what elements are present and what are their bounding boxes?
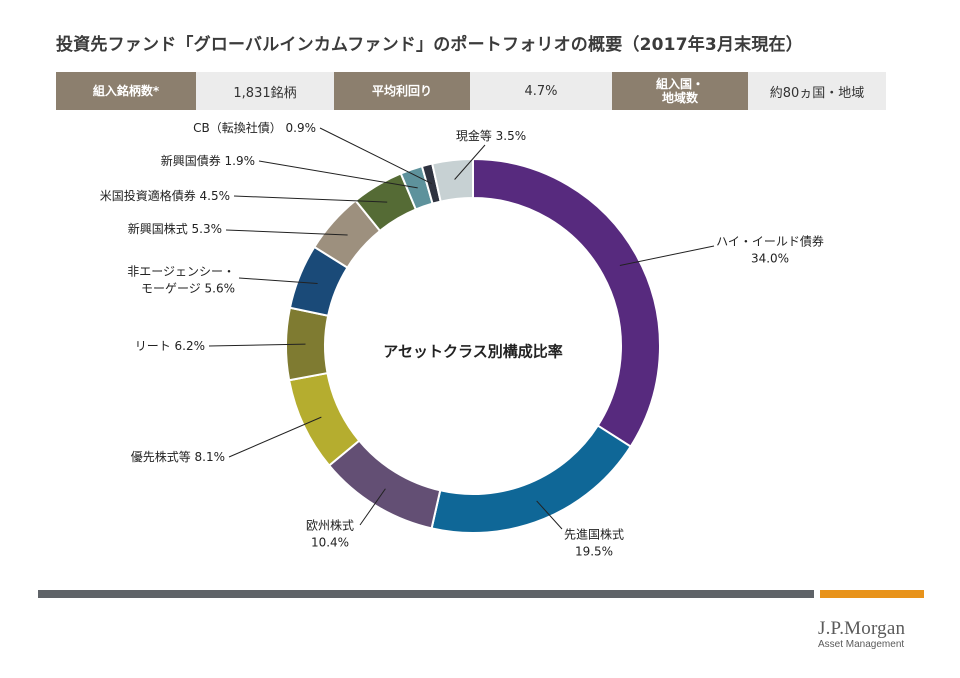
- slice-label-1-line-0: 先進国株式: [564, 527, 624, 542]
- page-title: 投資先ファンド「グローバルインカムファンド」のポートフォリオの概要（2017年3…: [56, 35, 803, 55]
- footer-divider-gray: [38, 590, 814, 598]
- slice-label-9: CB（転換社債） 0.9%: [193, 120, 316, 135]
- slice-label-10: 現金等 3.5%: [456, 128, 526, 143]
- countries-value: 約80ヵ国・地域: [748, 72, 886, 110]
- logo-wordmark: J.P.Morgan: [818, 618, 906, 639]
- slice-label-8: 新興国債券 1.9%: [161, 153, 255, 168]
- asset-class-donut-chart: ハイ・イールド債券 34.0% 先進国株式 19.5% 欧州株式 10.4% 優先株式等 8…: [100, 120, 824, 559]
- slice-0: [472, 157, 661, 448]
- average-yield-value: 4.7%: [470, 72, 612, 110]
- slice-label-7: 米国投資適格債券 4.5%: [100, 188, 230, 203]
- slice-label-10-line-0: 現金等 3.5%: [456, 128, 526, 143]
- leader-line-0: [619, 245, 715, 266]
- leader-line-2: [359, 488, 386, 526]
- chart-center-label: アセットクラス別構成比率: [383, 343, 562, 361]
- leader-line-3: [228, 416, 322, 458]
- leader-line-6: [225, 229, 348, 236]
- footer-divider-orange: [820, 590, 924, 598]
- logo-subtitle: Asset Management: [818, 639, 905, 650]
- leader-line-1: [536, 500, 563, 530]
- slice-label-6-line-0: 新興国株式 5.3%: [128, 221, 222, 236]
- leader-line-7: [233, 195, 388, 203]
- slice-2: [327, 439, 442, 530]
- countries-label: 組入国・ 地域数: [612, 72, 748, 110]
- slice-label-0: ハイ・イールド債券 34.0%: [716, 234, 824, 266]
- slice-label-5-line-1: モーゲージ 5.6%: [141, 282, 235, 296]
- holdings-count-value: 1,831銘柄: [196, 72, 334, 110]
- slice-label-6: 新興国株式 5.3%: [128, 221, 222, 236]
- slice-label-2: 欧州株式 10.4%: [306, 518, 354, 550]
- leader-line-10: [454, 144, 486, 180]
- slice-label-2-line-1: 10.4%: [311, 536, 349, 550]
- slice-label-9-line-0: CB（転換社債） 0.9%: [193, 120, 316, 135]
- slice-label-1: 先進国株式 19.5%: [564, 527, 624, 559]
- leader-line-8: [258, 160, 418, 189]
- leader-line-4: [208, 343, 306, 347]
- slice-label-1-line-1: 19.5%: [575, 545, 613, 559]
- slice-1: [430, 424, 633, 534]
- leader-line-9: [319, 127, 433, 185]
- slice-label-3: 優先株式等 8.1%: [131, 449, 225, 464]
- summary-bar: 組入銘柄数* 1,831銘柄 平均利回り 4.7% 組入国・ 地域数 約80ヵ国…: [56, 72, 886, 110]
- average-yield-label: 平均利回り: [334, 72, 470, 110]
- slice-label-7-line-0: 米国投資適格債券 4.5%: [100, 188, 230, 203]
- slice-label-0-line-0: ハイ・イールド債券: [716, 234, 824, 249]
- leader-line-5: [238, 277, 318, 285]
- slice-label-4-line-0: リート 6.2%: [135, 339, 205, 353]
- slice-label-3-line-0: 優先株式等 8.1%: [131, 449, 225, 464]
- slice-label-2-line-0: 欧州株式: [306, 518, 354, 533]
- holdings-count-label: 組入銘柄数*: [56, 72, 196, 110]
- jpmorgan-logo: J.P.Morgan Asset Management: [818, 618, 928, 650]
- slice-label-5-line-0: 非エージェンシー・: [127, 265, 235, 279]
- slice-label-4: リート 6.2%: [135, 339, 205, 353]
- slice-label-5: 非エージェンシー・モーゲージ 5.6%: [127, 265, 235, 296]
- slice-label-0-line-1: 34.0%: [751, 252, 789, 266]
- slice-label-8-line-0: 新興国債券 1.9%: [161, 153, 255, 168]
